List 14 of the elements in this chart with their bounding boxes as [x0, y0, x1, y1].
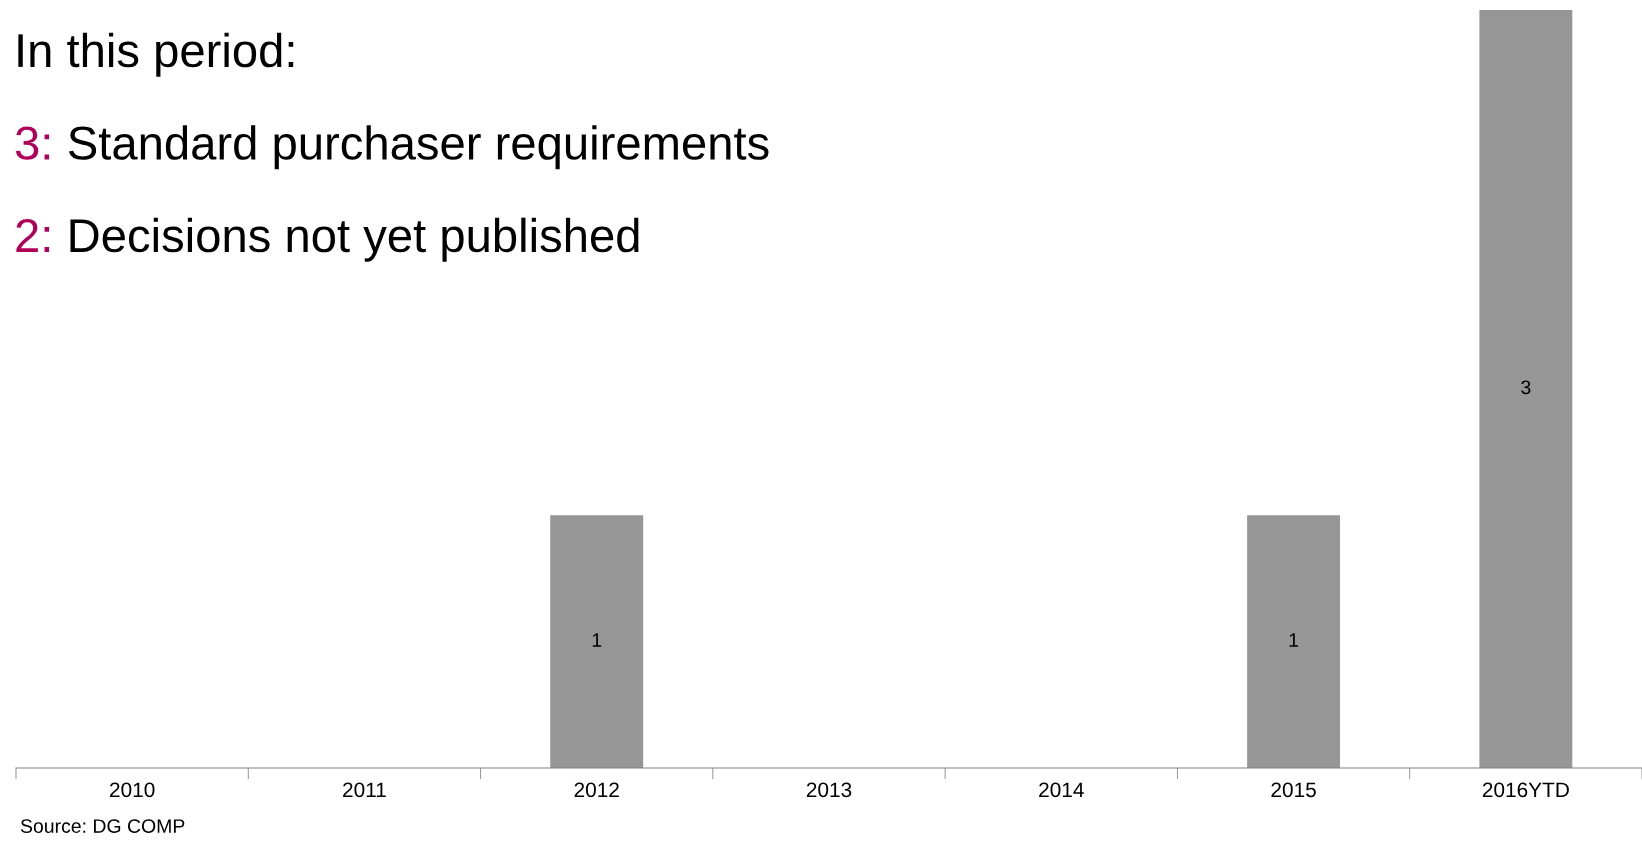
x-tick-label: 2010: [110, 782, 155, 798]
x-tick-label: 2011: [343, 782, 386, 798]
annotation: In this period:: [18, 32, 294, 77]
data-label: 1: [592, 633, 602, 647]
x-tick-label: 2016YTD: [1482, 782, 1569, 798]
x-tick-label: 2015: [1271, 782, 1316, 798]
x-tick-label: 2014: [1039, 782, 1084, 798]
source-note: Source: DG COMP: [20, 819, 185, 833]
data-label: 1: [1289, 633, 1299, 647]
annotation: 3: Standard purchaser requirements: [15, 125, 769, 170]
x-tick-label: 2012: [574, 782, 619, 798]
data-label: 3: [1521, 380, 1531, 395]
annotation: 2: Decisions not yet published: [16, 217, 639, 262]
x-tick-label: 2013: [806, 782, 852, 798]
